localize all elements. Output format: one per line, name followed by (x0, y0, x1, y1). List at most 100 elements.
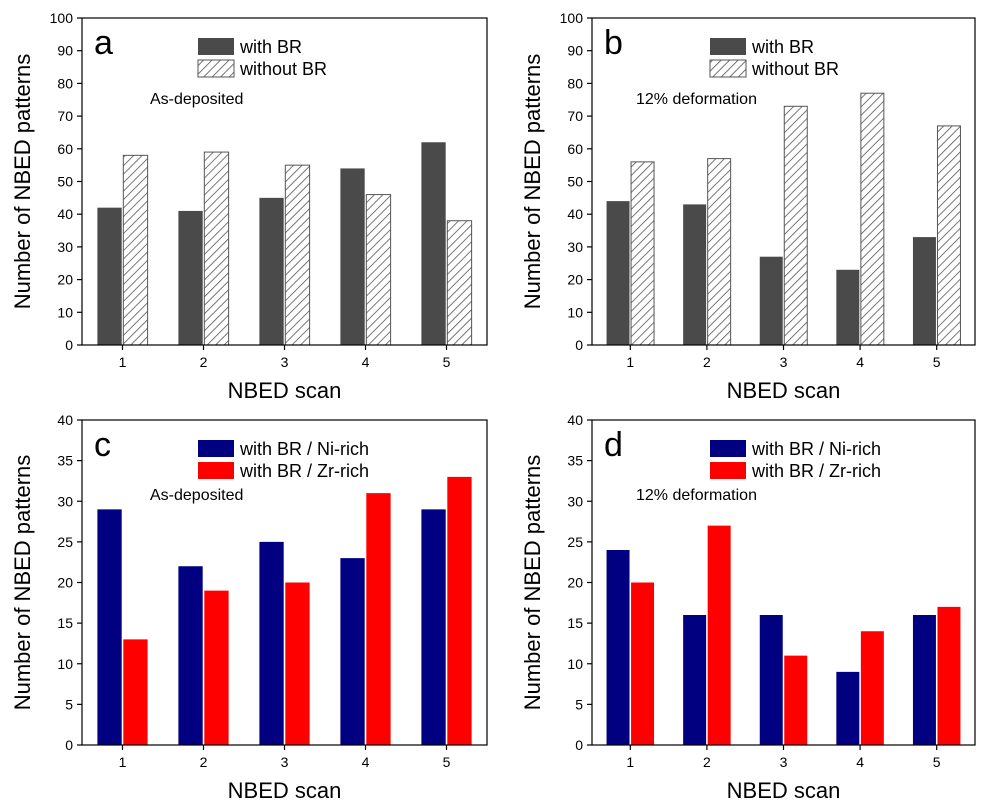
bar-b-series2-scan1 (630, 161, 655, 346)
bar-c-series2-scan5 (447, 476, 472, 745)
legend-swatch-b-2 (709, 59, 747, 78)
y-tick-label-b: 50 (567, 174, 583, 190)
legend-label-d-1: with BR / Ni-rich (751, 439, 881, 459)
y-tick-label-b: 10 (567, 304, 583, 320)
y-axis-title-c: Number of NBED patterns (10, 455, 35, 711)
legend-swatch-c-1 (198, 440, 234, 457)
bar-d-series1-scan4 (836, 671, 860, 745)
bar-d-series2-scan4 (860, 631, 884, 745)
y-tick-label-a: 0 (65, 337, 73, 353)
y-tick-label-b: 0 (575, 337, 583, 353)
x-axis-title-d: NBED scan (727, 778, 841, 802)
legend-swatch-a-2 (197, 59, 235, 78)
x-tick-label-d: 4 (856, 754, 864, 770)
bar-c-series2-scan1 (123, 639, 148, 745)
bar-d-series1-scan3 (759, 615, 783, 745)
chart-panel-b: 0 10 20 30 40 50 60 70 80 90 100 1 2 3 4 5 NBED scan Numb… (520, 10, 976, 403)
y-tick-label-b: 20 (567, 272, 583, 288)
chart-panel-c: 0 5 10 15 20 25 30 35 40 1 2 3 4 5 NBED scan Number of … (10, 412, 488, 802)
bar-a-series2-scan5 (446, 220, 473, 346)
y-tick-label-a: 30 (57, 239, 73, 255)
x-tick-label-b: 5 (933, 354, 941, 370)
bar-d-series2-scan5 (937, 606, 961, 745)
bar-a-series1-scan1 (97, 207, 122, 345)
y-tick-label-b: 30 (567, 239, 583, 255)
x-tick-label-b: 1 (626, 354, 634, 370)
bar-b-series2-scan5 (936, 125, 961, 346)
bar-c-series1-scan4 (340, 558, 365, 745)
legend-swatch-a-1 (198, 38, 234, 55)
bar-a-series1-scan3 (259, 197, 284, 345)
y-tick-label-b: 60 (567, 141, 583, 157)
bar-a-series1-scan2 (178, 210, 203, 345)
x-tick-label-a: 4 (362, 354, 370, 370)
y-axis-title-b: Number of NBED patterns (520, 54, 545, 310)
legend-label-b-1: with BR (751, 37, 814, 57)
y-tick-label-a: 100 (50, 10, 74, 26)
legend-label-c-1: with BR / Ni-rich (239, 439, 369, 459)
y-tick-label-a: 80 (57, 75, 73, 91)
y-tick-label-c: 5 (65, 696, 73, 712)
x-axis-title-c: NBED scan (228, 778, 342, 802)
bar-d-series2-scan1 (631, 582, 655, 745)
bar-c-series1-scan3 (259, 541, 284, 745)
y-tick-label-c: 20 (57, 575, 73, 591)
annotation-a: As-deposited (150, 91, 243, 108)
bar-d-series2-scan3 (784, 655, 808, 745)
x-tick-label-a: 5 (443, 354, 451, 370)
y-tick-label-d: 15 (567, 615, 583, 631)
panel-label-d: d (604, 426, 623, 464)
y-tick-label-c: 15 (57, 615, 73, 631)
bar-c-series2-scan4 (366, 493, 391, 745)
x-tick-label-a: 2 (200, 354, 208, 370)
x-tick-label-d: 2 (703, 754, 711, 770)
y-tick-label-a: 50 (57, 174, 73, 190)
y-tick-label-b: 100 (560, 10, 584, 26)
annotation-c: As-deposited (150, 487, 243, 504)
annotation-b: 12% deformation (636, 91, 757, 108)
x-tick-label-d: 1 (626, 754, 634, 770)
bar-c-series1-scan1 (97, 509, 122, 745)
bar-b-series2-scan2 (707, 158, 732, 346)
bar-c-series1-scan2 (178, 566, 203, 745)
y-tick-label-d: 35 (567, 453, 583, 469)
bar-d-series2-scan2 (707, 525, 731, 745)
panel-label-b: b (604, 24, 623, 62)
bar-b-series1-scan4 (836, 269, 860, 345)
x-tick-label-a: 3 (281, 354, 289, 370)
chart-panel-d: 0 5 10 15 20 25 30 35 40 1 2 3 4 5 NBED scan Number of … (520, 412, 976, 802)
legend-label-a-2: without BR (239, 59, 327, 79)
legend-label-c-2: with BR / Zr-rich (239, 461, 369, 481)
panel-label-a: a (94, 24, 113, 62)
bar-b-series1-scan5 (912, 237, 936, 345)
y-tick-label-d: 5 (575, 696, 583, 712)
y-tick-label-c: 30 (57, 493, 73, 509)
y-tick-label-a: 90 (57, 43, 73, 59)
x-tick-label-b: 4 (856, 354, 864, 370)
y-tick-label-c: 0 (65, 737, 73, 753)
bar-d-series1-scan5 (912, 615, 936, 745)
bar-a-series2-scan1 (122, 154, 149, 346)
legend-swatch-d-2 (710, 462, 746, 479)
y-tick-label-d: 25 (567, 534, 583, 550)
bar-c-series2-scan3 (285, 582, 310, 745)
bar-a-series1-scan5 (421, 142, 446, 345)
x-tick-label-d: 5 (933, 754, 941, 770)
bar-a-series2-scan4 (365, 194, 392, 346)
y-tick-label-d: 40 (567, 412, 583, 428)
y-tick-label-b: 40 (567, 206, 583, 222)
y-tick-label-c: 10 (57, 656, 73, 672)
bar-b-series2-scan3 (783, 105, 808, 346)
legend-swatch-b-1 (710, 38, 746, 55)
bar-b-series2-scan4 (860, 92, 885, 346)
y-tick-label-a: 20 (57, 272, 73, 288)
x-tick-label-b: 2 (703, 354, 711, 370)
panel-label-c: c (94, 426, 111, 464)
bar-d-series1-scan1 (606, 550, 630, 745)
legend-swatch-d-1 (710, 440, 746, 457)
bar-b-series1-scan1 (606, 201, 630, 345)
x-tick-label-c: 1 (119, 754, 127, 770)
y-tick-label-c: 35 (57, 453, 73, 469)
y-axis-title-a: Number of NBED patterns (10, 54, 35, 310)
